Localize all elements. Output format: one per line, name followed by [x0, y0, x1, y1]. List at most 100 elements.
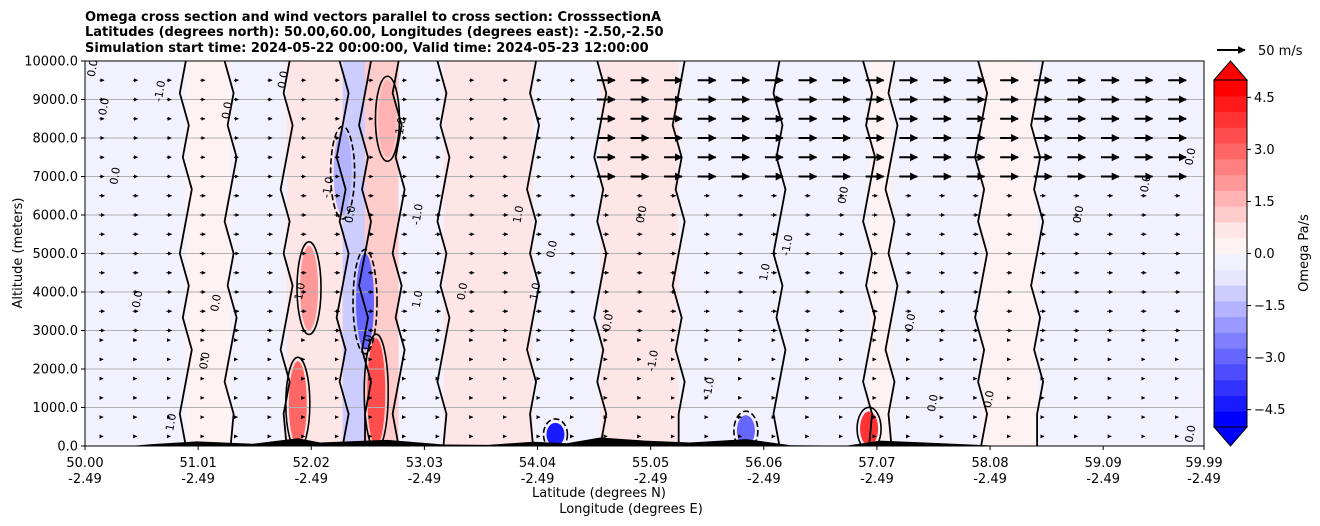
negative-contour: [542, 418, 569, 446]
contour-label: 0.0: [544, 239, 560, 258]
omega-feature: [546, 422, 565, 446]
contour-label: 1.0: [510, 205, 526, 224]
y-tick-label: 10000.0: [24, 55, 78, 70]
colorbar-segment: [1214, 143, 1247, 160]
colorbar-segment: [1214, 174, 1247, 191]
colorbar-tick-label: −3.0: [1254, 351, 1286, 366]
contour-label: 1.0: [292, 282, 308, 301]
terrain-silhouette: [129, 437, 1004, 446]
positive-contour: [296, 240, 322, 336]
y-tick-label: 5000.0: [33, 247, 79, 262]
chart-title-line-1: Omega cross section and wind vectors par…: [85, 10, 661, 25]
y-tick-label: 8000.0: [33, 132, 79, 147]
quiver-key: 50 m/s: [1217, 44, 1303, 59]
contour-label: -1.0: [409, 203, 426, 226]
x-tick-lat-label: 59.99: [1185, 456, 1222, 471]
x-tick-lon-label: -2.49: [860, 472, 894, 487]
x-tick-lat-label: 52.02: [293, 456, 330, 471]
colorbar-segment: [1214, 395, 1247, 412]
contour-label: 0.0: [275, 70, 291, 89]
zero-contour: [335, 61, 350, 446]
chart-title-line-2: Latitudes (degrees north): 50.00,60.00, …: [85, 25, 664, 40]
colorbar-segment: [1214, 221, 1247, 239]
zero-contour: [1030, 61, 1045, 446]
colorbar-tick-label: 4.5: [1254, 91, 1275, 106]
x-tick-lat-label: 58.08: [971, 456, 1008, 471]
colorbar-segment: [1214, 190, 1247, 207]
contour-label: -1.0: [779, 233, 796, 256]
contour-label: 0.0: [208, 293, 224, 312]
terrain: [129, 437, 1004, 446]
plot-layer: 0.0 0.0 0.0 0.0 -1.0 1.0 0.0 0.0 0.0 0.0 1.0 -1.0 0.…: [85, 58, 1204, 446]
x-tick-lon-label: -2.49: [1187, 472, 1221, 487]
contour-label: 0.0: [600, 312, 616, 331]
colorbar-extend-max: [1212, 60, 1249, 81]
colorbar-segment: [1214, 348, 1247, 365]
zero-contour: [884, 61, 899, 446]
colorbar-segment: [1214, 237, 1247, 254]
contour-label: 0.0: [130, 289, 146, 308]
contour-labels: 0.0 0.0 0.0 0.0 -1.0 1.0 0.0 0.0 0.0 0.0 1.0 -1.0 0.…: [85, 58, 1199, 444]
x-tick-lon-label: -2.49: [408, 472, 442, 487]
y-axis-ticks: 0.0 1000.0 2000.0 3000.0 4000.0 5000.0 6000.0 7…: [24, 55, 85, 455]
x-tick-lat-label: 50.00: [66, 456, 103, 471]
y-tick-label: 0.0: [57, 440, 78, 455]
colorbar-segment: [1214, 363, 1247, 381]
negative-contour: [329, 125, 356, 220]
zero-contour: [974, 61, 989, 446]
x-axis-ticks: 50.00-2.4951.01-2.4952.02-2.4953.03-2.49…: [66, 446, 1223, 487]
colorbar-segment: [1214, 253, 1247, 270]
colorbar-segment: [1214, 316, 1247, 333]
y-tick-label: 3000.0: [33, 324, 79, 339]
contour-label: -1.0: [359, 334, 376, 357]
positive-contour: [285, 356, 311, 446]
colorbar-segment: [1214, 206, 1247, 223]
colorbar-segment: [1214, 300, 1247, 318]
contour-label: 0.0: [342, 205, 358, 224]
contour-label: 1.0: [527, 282, 543, 301]
colorbar-segment: [1214, 269, 1247, 286]
colorbar: [1212, 60, 1249, 447]
x-tick-lon-label: -2.49: [68, 472, 102, 487]
colorbar-extend-min: [1212, 426, 1249, 447]
negative-contour: [352, 248, 378, 355]
contour-label: 0.0: [1183, 424, 1199, 443]
contour-label: 1.0: [410, 289, 426, 308]
colorbar-segment: [1214, 379, 1247, 396]
x-tick-lat-label: 56.06: [745, 456, 782, 471]
colorbar-segment: [1214, 332, 1247, 349]
contour-label: 0.0: [219, 101, 235, 120]
y-tick-label: 2000.0: [33, 363, 79, 378]
contour-label: 1.0: [163, 413, 179, 432]
contour-label: 0.0: [454, 282, 470, 301]
colorbar-ticks: 4.5 3.0 1.5 0.0 −1.5 −3.0 −4.5: [1247, 91, 1286, 418]
contour-label: -1.0: [645, 349, 662, 372]
contour-label: 0.0: [1183, 147, 1199, 166]
colorbar-tick-label: 0.0: [1254, 247, 1275, 262]
contour-label: 0.0: [85, 58, 101, 77]
x-tick-lon-label: -2.49: [634, 472, 668, 487]
x-tick-lat-label: 59.09: [1085, 456, 1122, 471]
colorbar-tick-label: 1.5: [1254, 195, 1275, 210]
positive-contour: [374, 75, 401, 163]
contour-label: -1.0: [701, 376, 718, 399]
y-axis-label: Altitude (meters): [11, 198, 26, 309]
zero-contour: [671, 61, 686, 446]
colorbar-tick-label: −1.5: [1254, 299, 1286, 314]
contour-label: 0.0: [835, 185, 851, 204]
colorbar-segment: [1214, 127, 1247, 144]
colorbar-segment: [1214, 80, 1247, 97]
contour-label: 0.0: [107, 166, 123, 185]
zero-contour: [358, 61, 372, 446]
colorbar-segment: [1214, 111, 1247, 128]
zero-contour: [279, 61, 294, 446]
colorbar-segment: [1214, 95, 1247, 113]
contour-label: 0.0: [1138, 174, 1154, 193]
contour-label: 0.0: [925, 393, 941, 412]
chart-title-line-3: Simulation start time: 2024-05-22 00:00:…: [85, 41, 649, 56]
colorbar-tick-label: −4.5: [1254, 403, 1286, 418]
colorbar-tick-label: 3.0: [1254, 143, 1275, 158]
x-tick-lat-label: 55.05: [632, 456, 669, 471]
colorbar-segment: [1214, 411, 1247, 428]
